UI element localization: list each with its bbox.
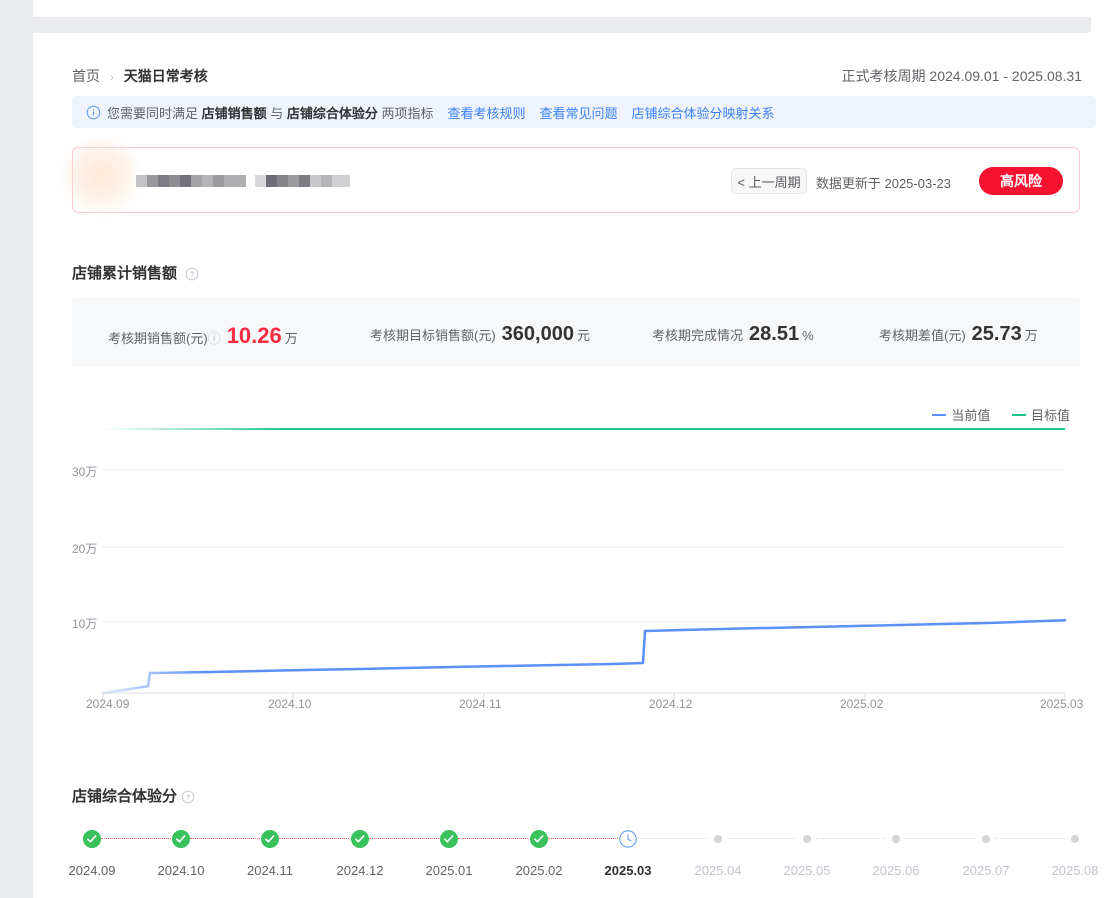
svg-text:?: ?	[190, 272, 194, 279]
svg-text:?: ?	[186, 795, 190, 802]
